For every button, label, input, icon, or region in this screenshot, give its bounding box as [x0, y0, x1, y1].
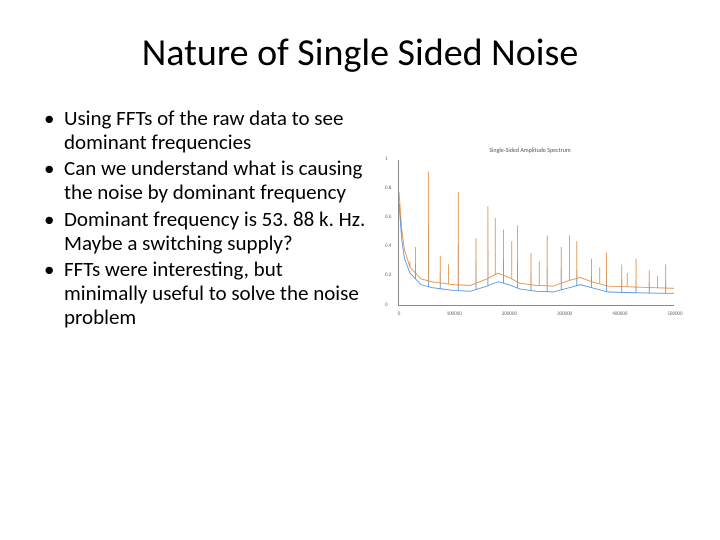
y-tick-label: 0.8 [385, 185, 391, 191]
y-tick-label: 1 [385, 156, 388, 162]
x-tick-label: 200000 [502, 311, 517, 317]
x-tick-label: 500000 [667, 311, 682, 317]
bullet-item: Using FFTs of the raw data to see domina… [40, 106, 370, 154]
y-tick-label: 0.4 [385, 243, 391, 249]
x-tick-label: 0 [398, 311, 401, 317]
content-row: Using FFTs of the raw data to see domina… [40, 106, 680, 331]
chart-title: Single-Sided Amplitude Spectrum [380, 146, 680, 154]
y-tick-label: 0 [385, 302, 388, 308]
bullet-list: Using FFTs of the raw data to see domina… [40, 106, 370, 331]
slide: Nature of Single Sided Noise Using FFTs … [0, 0, 720, 540]
y-tick-label: 0.2 [385, 272, 391, 278]
fft-spectrum-chart: Single-Sided Amplitude Spectrum 01000002… [380, 154, 680, 324]
x-tick-label: 300000 [557, 311, 572, 317]
spectrum-svg [399, 160, 674, 305]
plot-area: 010000020000030000040000050000000.20.40.… [398, 160, 674, 306]
bullet-item: FFTs were interesting, but minimally use… [40, 257, 370, 329]
chart-container: Single-Sided Amplitude Spectrum 01000002… [370, 106, 680, 331]
slide-title: Nature of Single Sided Noise [40, 30, 680, 76]
bullet-item: Can we understand what is causing the no… [40, 156, 370, 204]
x-tick-label: 100000 [447, 311, 462, 317]
bullet-item: Dominant frequency is 53. 88 k. Hz. Mayb… [40, 207, 370, 255]
x-tick-label: 400000 [612, 311, 627, 317]
y-tick-label: 0.6 [385, 214, 391, 220]
